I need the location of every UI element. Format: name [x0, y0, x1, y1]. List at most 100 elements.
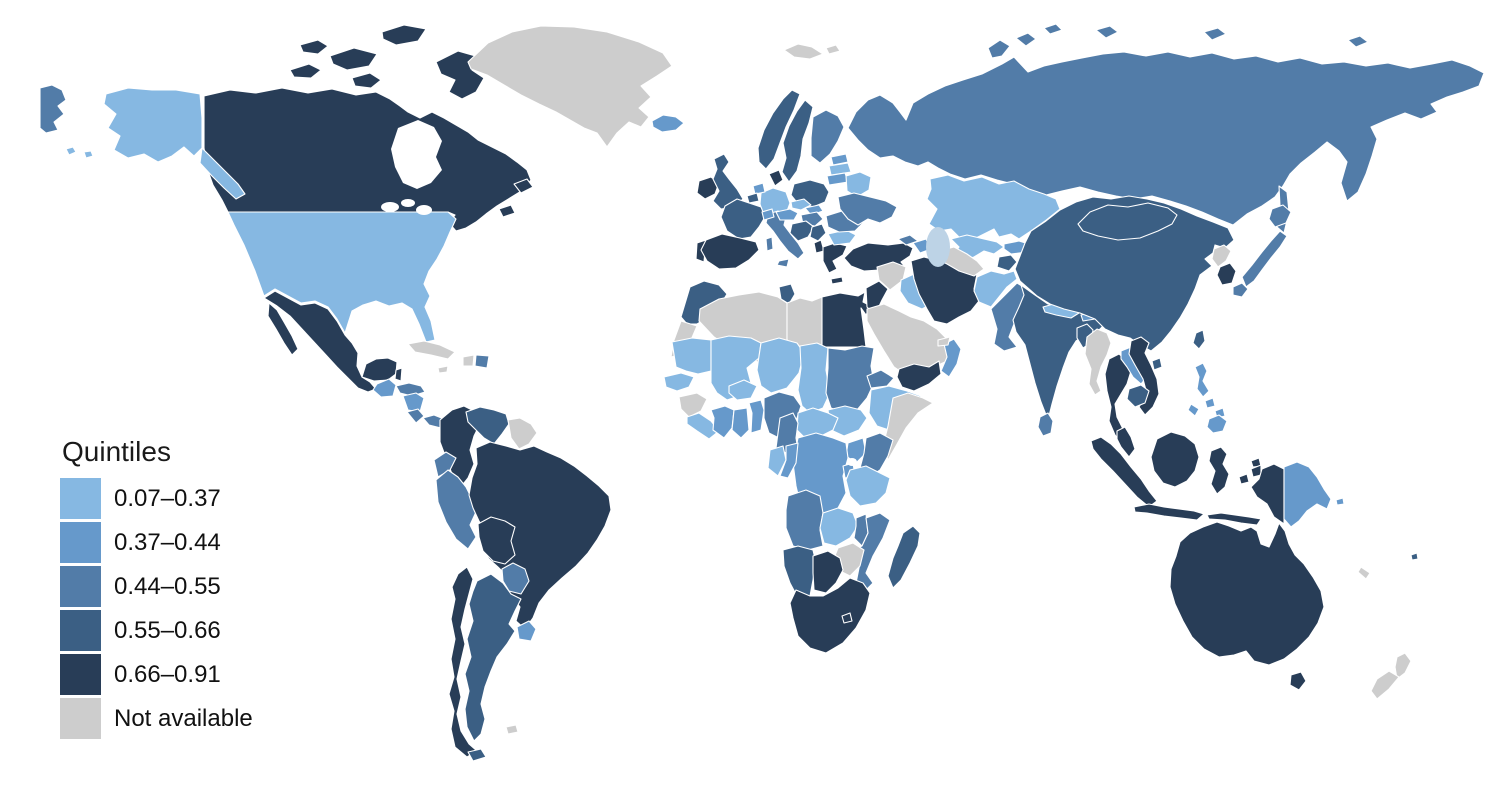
- country-eritrea: [866, 369, 895, 389]
- country-guatemala: [372, 378, 397, 398]
- country-sri-lanka: [1037, 412, 1054, 437]
- arctic-island: [1095, 25, 1119, 39]
- svalbard-island: [825, 44, 841, 55]
- country-gabon: [767, 445, 787, 477]
- new-caledonia: [1357, 566, 1371, 580]
- country-burkina-faso: [728, 379, 758, 401]
- philippines-luzon: [1194, 362, 1210, 398]
- country-kazakhstan: [926, 174, 1061, 240]
- italy-sicily: [776, 258, 790, 268]
- great-lake: [381, 202, 399, 212]
- country-ecuador: [433, 451, 457, 478]
- legend-items: 0.07–0.37 0.37–0.44 0.44–0.55 0.55–0.66 …: [60, 478, 253, 739]
- italy-sardinia: [765, 236, 774, 252]
- legend-swatch: [60, 610, 101, 651]
- country-botswana: [812, 550, 844, 594]
- legend-row: Not available: [60, 698, 253, 739]
- country-mongolia: [1077, 202, 1178, 241]
- country-nicaragua: [402, 392, 425, 413]
- indonesia-borneo: [1150, 431, 1200, 488]
- country-dominican-republic: [474, 354, 490, 369]
- new-zealand-south-island: [1370, 670, 1400, 700]
- japan-kyushu: [1232, 282, 1249, 298]
- mexico-yucatan: [361, 357, 398, 382]
- country-venezuela: [465, 406, 510, 445]
- country-belgium: [746, 192, 760, 204]
- country-vietnam: [1128, 336, 1160, 416]
- indonesia-papua: [1250, 463, 1285, 525]
- indonesia-sulawesi: [1208, 446, 1230, 495]
- region-togo-benin: [748, 399, 765, 434]
- legend-label: 0.44–0.55: [114, 572, 221, 600]
- country-egypt: [821, 291, 872, 348]
- country-tunisia: [778, 283, 796, 305]
- svalbard: [783, 43, 824, 60]
- country-mexico: [263, 290, 377, 393]
- legend-swatch: [60, 566, 101, 607]
- legend-swatch: [60, 478, 101, 519]
- country-yemen: [896, 360, 942, 392]
- country-taiwan: [1192, 329, 1206, 350]
- legend-swatch: [60, 522, 101, 563]
- country-belarus: [845, 171, 872, 198]
- country-belize: [394, 367, 403, 382]
- country-ghana: [731, 407, 750, 439]
- country-spain: [700, 233, 760, 270]
- region-sierra-leone-liberia: [686, 412, 720, 440]
- country-serbia: [809, 223, 827, 242]
- legend-swatch: [60, 698, 101, 739]
- indonesia-sumatra: [1090, 436, 1158, 508]
- country-estonia: [830, 153, 849, 166]
- region-jordan-israel: [865, 280, 889, 316]
- country-honduras: [395, 382, 426, 397]
- country-greenland: [467, 25, 673, 148]
- country-niger: [756, 337, 805, 394]
- greece-crete: [830, 276, 844, 285]
- legend-swatch: [60, 654, 101, 695]
- country-chad: [797, 342, 831, 414]
- philippines-palawan: [1187, 403, 1200, 417]
- lake-victoria: [847, 458, 857, 466]
- china-hainan: [1151, 357, 1163, 371]
- country-usa-alaska-panhandle: [199, 147, 246, 200]
- country-bolivia: [477, 516, 516, 565]
- australia-tasmania: [1289, 671, 1307, 691]
- country-australia: [1169, 521, 1325, 666]
- mexico-baja-california: [267, 302, 299, 356]
- country-papua-new-guinea: [1283, 461, 1332, 528]
- legend-label: 0.66–0.91: [114, 660, 221, 688]
- solomon-islands: [1335, 497, 1345, 506]
- legend-row: 0.07–0.37: [60, 478, 253, 519]
- country-china: [1014, 195, 1235, 352]
- japan-hokkaido: [1268, 204, 1292, 228]
- country-south-korea: [1216, 262, 1237, 286]
- aleutian-island: [65, 146, 77, 156]
- country-south-sudan: [827, 405, 868, 437]
- legend: Quintiles 0.07–0.37 0.37–0.44 0.44–0.55 …: [60, 436, 253, 742]
- country-iceland: [651, 114, 685, 133]
- country-latvia: [828, 162, 852, 176]
- country-north-korea: [1211, 244, 1232, 268]
- country-cuba: [407, 340, 456, 360]
- country-cambodia: [1126, 384, 1150, 408]
- country-canada: [203, 87, 532, 232]
- country-myanmar: [1084, 328, 1112, 396]
- arctic-island: [1015, 32, 1037, 47]
- country-guinea: [678, 392, 708, 418]
- country-congo: [779, 442, 799, 479]
- country-paraguay: [501, 562, 530, 595]
- country-finland: [810, 109, 845, 164]
- indonesia-java: [1133, 503, 1205, 521]
- country-tanzania: [845, 465, 891, 507]
- legend-row: 0.44–0.55: [60, 566, 253, 607]
- country-norway: [757, 89, 801, 170]
- country-slovakia: [804, 204, 824, 216]
- canada-newfoundland: [513, 178, 534, 194]
- region-guianas: [507, 417, 538, 450]
- country-angola: [785, 489, 824, 551]
- country-haiti: [462, 354, 475, 367]
- falkland-islands: [505, 724, 519, 735]
- country-sweden: [781, 99, 814, 183]
- country-ireland: [696, 176, 720, 200]
